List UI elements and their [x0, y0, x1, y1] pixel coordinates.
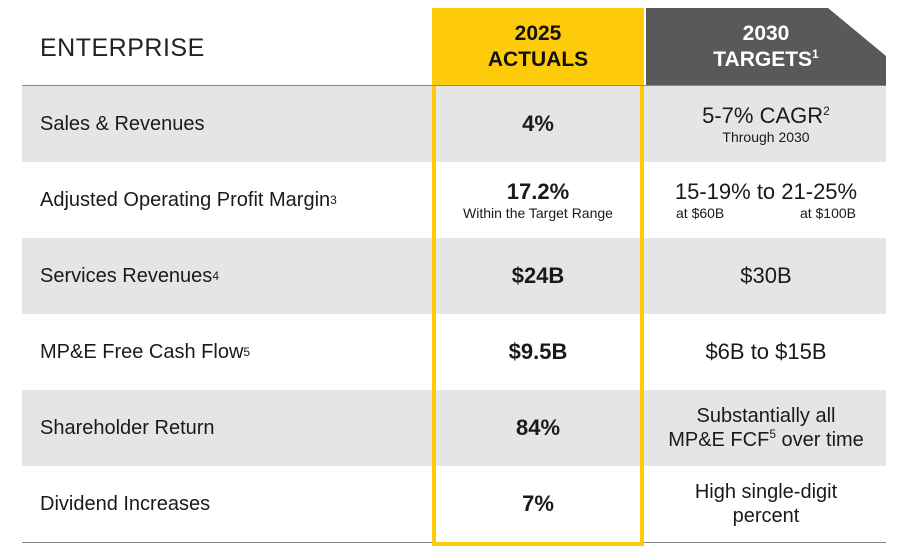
table-row-shareholder-return: Shareholder Return 84% Substantially all…: [22, 390, 886, 466]
targets-label-wrap: TARGETS1: [713, 47, 818, 73]
target-line-2-post: over time: [776, 429, 864, 451]
target-value: 15-19% to 21-25%: [674, 178, 858, 204]
actuals-column-header: 2025 ACTUALS: [432, 8, 644, 86]
row-actual: 7%: [434, 466, 642, 542]
actual-value: 84%: [515, 415, 561, 440]
target-subtext: Through 2030: [722, 128, 810, 145]
target-line-2-pre: MP&E FCF: [668, 429, 770, 451]
row-target: $30B: [646, 238, 886, 314]
target-line-1: Substantially all: [696, 405, 836, 427]
row-target: Substantially all MP&E FCF5 over time: [646, 390, 886, 466]
row-label-text: Sales & Revenues: [40, 112, 205, 135]
row-label: Adjusted Operating Profit Margin 3: [40, 188, 337, 211]
row-target: $6B to $15B: [646, 314, 886, 390]
row-label-text: Dividend Increases: [40, 492, 211, 515]
targets-year: 2030: [742, 22, 790, 45]
row-label: Services Revenues 4: [40, 264, 219, 287]
actual-value: 7%: [522, 491, 554, 516]
target-footnote: 2: [823, 103, 830, 118]
target-line-2: percent: [732, 505, 800, 527]
actual-value: 4%: [522, 111, 554, 136]
target-subtext-right: at $100B: [799, 204, 856, 221]
target-line-1: High single-digit: [694, 481, 838, 503]
actual-subtext: Within the Target Range: [463, 204, 613, 221]
row-target: 15-19% to 21-25% at $60B at $100B: [646, 162, 886, 238]
table-row-services-revenues: Services Revenues 4 $24B $30B: [22, 238, 886, 314]
target-footnote: 5: [769, 427, 776, 441]
actuals-year: 2025: [514, 22, 562, 45]
row-label-text: Services Revenues: [40, 264, 213, 287]
row-actual: $9.5B: [434, 314, 642, 390]
bottom-divider: [22, 542, 886, 543]
target-value: $30B: [740, 263, 792, 288]
target-subtext-left: at $60B: [676, 204, 725, 221]
row-target: High single-digit percent: [646, 466, 886, 542]
row-label-text: Adjusted Operating Profit Margin: [40, 188, 331, 211]
targets-column-header: 2030 TARGETS1: [646, 8, 886, 86]
target-main-text: 5-7% CAGR: [702, 102, 824, 128]
row-actual: 17.2% Within the Target Range: [434, 162, 642, 238]
row-label-text: Shareholder Return: [40, 416, 215, 439]
target-line-2: MP&E FCF5 over time: [668, 428, 864, 452]
row-actual: $24B: [434, 238, 642, 314]
actual-value: 17.2%: [506, 178, 570, 204]
row-label: Dividend Increases: [40, 466, 210, 542]
row-target: 5-7% CAGR2 Through 2030: [646, 86, 886, 162]
actual-value: $9.5B: [508, 339, 568, 364]
section-title: ENTERPRISE: [40, 34, 205, 62]
table-row-operating-margin: Adjusted Operating Profit Margin 3 17.2% …: [22, 162, 886, 238]
table-row-sales-revenues: Sales & Revenues 4% 5-7% CAGR2 Through 2…: [22, 86, 886, 162]
target-value: $6B to $15B: [705, 339, 827, 364]
row-actual: 84%: [434, 390, 642, 466]
targets-footnote: 1: [812, 47, 819, 61]
header-divider: [22, 85, 886, 86]
row-label-text: MP&E Free Cash Flow: [40, 340, 244, 363]
target-value: 5-7% CAGR2: [702, 103, 830, 129]
row-actual: 4%: [434, 86, 642, 162]
targets-label: TARGETS: [713, 48, 813, 71]
table-row-free-cash-flow: MP&E Free Cash Flow 5 $9.5B $6B to $15B: [22, 314, 886, 390]
row-label: Sales & Revenues: [40, 86, 205, 162]
actual-value: $24B: [511, 263, 565, 288]
row-label: MP&E Free Cash Flow 5: [40, 340, 251, 363]
actuals-label: ACTUALS: [487, 48, 589, 71]
row-label: Shareholder Return: [40, 390, 215, 466]
target-subtext-pair: at $60B at $100B: [666, 205, 866, 222]
table-row-dividend-increases: Dividend Increases 7% High single-digit …: [22, 466, 886, 542]
